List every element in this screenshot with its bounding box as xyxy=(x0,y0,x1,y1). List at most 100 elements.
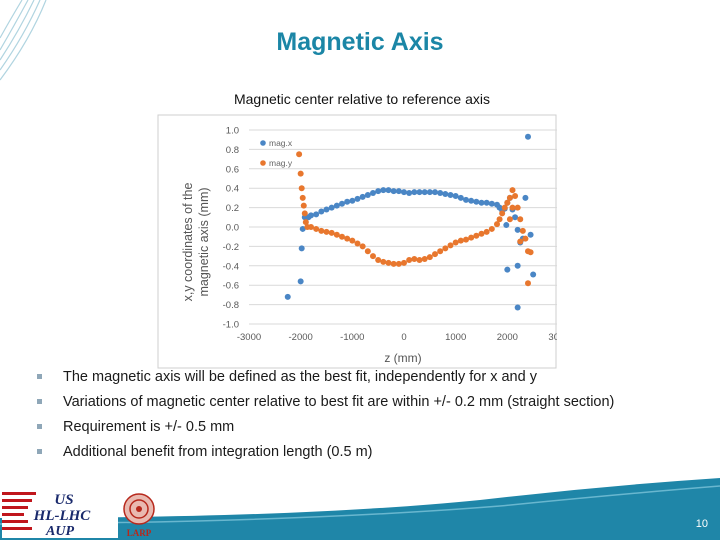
data-point-x xyxy=(344,198,351,205)
data-point-x xyxy=(380,187,387,194)
data-point-x xyxy=(284,293,291,300)
x-tick-label: -1000 xyxy=(340,332,364,343)
data-point-y xyxy=(308,224,314,230)
y-tick-label: 0.6 xyxy=(226,164,239,175)
data-point-x xyxy=(401,189,407,196)
bullet-text: Variations of magnetic center relative t… xyxy=(63,394,615,410)
bullet-item: The magnetic axis will be defined as the… xyxy=(36,368,636,386)
data-point-y xyxy=(525,280,531,287)
data-point-y xyxy=(506,216,513,223)
data-point-y xyxy=(296,151,303,158)
logo-us-line-1: US xyxy=(54,492,73,508)
data-point-x xyxy=(375,188,382,195)
data-point-x xyxy=(437,190,444,197)
y-tick-label: 0.8 xyxy=(226,145,239,156)
data-point-x xyxy=(514,262,521,269)
data-point-x xyxy=(339,200,345,207)
data-point-x xyxy=(390,188,397,195)
slide-title: Magnetic Axis xyxy=(276,28,444,56)
data-point-y xyxy=(517,216,524,223)
bullet-marker xyxy=(37,374,42,379)
legend-label-x: mag.x xyxy=(269,138,293,148)
legend-label-y: mag.y xyxy=(269,158,293,168)
data-point-y xyxy=(514,204,521,211)
data-point-y xyxy=(380,258,387,265)
data-point-y xyxy=(401,259,407,266)
data-point-y xyxy=(300,202,307,209)
data-point-y xyxy=(499,210,506,217)
logo-us-line-2: HL-LHC xyxy=(33,508,92,524)
data-point-y xyxy=(395,260,402,267)
data-point-y xyxy=(512,192,519,199)
data-point-x xyxy=(308,212,314,219)
data-point-x xyxy=(318,208,325,215)
data-point-x xyxy=(522,194,529,201)
data-point-y xyxy=(483,228,490,235)
bullet-item: Variations of magnetic center relative t… xyxy=(36,393,636,411)
data-point-x xyxy=(452,192,459,199)
y-tick-label: -0.2 xyxy=(223,242,239,253)
y-tick-label: 0.2 xyxy=(226,203,239,214)
data-point-x xyxy=(416,189,423,196)
data-point-x xyxy=(359,193,366,200)
data-point-x xyxy=(333,202,340,209)
larp-logo-text: LARP xyxy=(127,528,152,538)
data-point-y xyxy=(509,187,516,194)
x-tick-label: 2000 xyxy=(497,332,518,343)
data-point-x xyxy=(298,245,305,252)
data-point-y xyxy=(385,259,392,266)
bullet-text: Additional benefit from integration leng… xyxy=(63,444,373,460)
data-point-y xyxy=(452,239,459,246)
data-point-x xyxy=(512,214,519,221)
y-tick-label: 1.0 xyxy=(226,126,239,137)
bullet-item: Additional benefit from integration leng… xyxy=(36,443,636,461)
bullet-item: Requirement is +/- 0.5 mm xyxy=(36,418,636,436)
data-point-y xyxy=(447,242,454,249)
data-point-y xyxy=(299,194,306,201)
bullet-text: The magnetic axis will be defined as the… xyxy=(63,369,537,385)
larp-logo: LARP xyxy=(123,493,155,538)
data-point-x xyxy=(297,278,304,285)
data-point-y xyxy=(339,233,345,240)
data-point-x xyxy=(483,199,490,206)
data-point-y xyxy=(411,256,418,263)
x-tick-label: 3000 xyxy=(548,332,557,343)
data-point-y xyxy=(406,256,413,263)
chart: Magnetic center relative to reference ax… xyxy=(157,90,557,370)
data-point-y xyxy=(349,237,356,244)
data-point-y xyxy=(468,234,475,241)
x-tick-label: -2000 xyxy=(289,332,313,343)
x-tick-label: -3000 xyxy=(237,332,261,343)
data-point-y xyxy=(416,256,423,263)
data-point-x xyxy=(370,190,376,197)
data-point-x xyxy=(323,206,330,213)
legend-marker-x xyxy=(260,140,266,146)
x-tick-label: 0 xyxy=(401,332,406,343)
data-point-y xyxy=(297,170,304,177)
data-point-y xyxy=(323,228,330,235)
data-point-y xyxy=(527,249,534,256)
footer-band xyxy=(0,478,720,540)
data-point-y xyxy=(494,221,500,228)
data-point-x xyxy=(354,195,361,202)
legend-marker-y xyxy=(260,160,266,166)
data-point-y xyxy=(301,210,308,217)
data-point-y xyxy=(313,225,320,232)
data-point-x xyxy=(299,225,306,232)
data-point-y xyxy=(390,260,397,267)
data-point-y xyxy=(509,204,516,211)
data-point-x xyxy=(349,197,356,204)
data-point-y xyxy=(517,238,524,245)
y-axis-label-line-2: magnetic axis (mm) xyxy=(197,187,211,296)
data-point-x xyxy=(468,197,475,204)
data-point-x xyxy=(432,189,438,196)
x-tick-labels: -3000 -2000 -1000 0 1000 2000 3000 xyxy=(237,332,557,343)
data-point-y xyxy=(426,254,433,261)
data-point-y xyxy=(519,227,526,234)
data-point-x xyxy=(514,304,521,311)
grid-lines xyxy=(249,129,557,325)
data-point-x xyxy=(385,187,392,194)
data-point-y xyxy=(318,227,325,234)
data-point-y xyxy=(375,256,382,263)
data-point-x xyxy=(525,133,531,140)
